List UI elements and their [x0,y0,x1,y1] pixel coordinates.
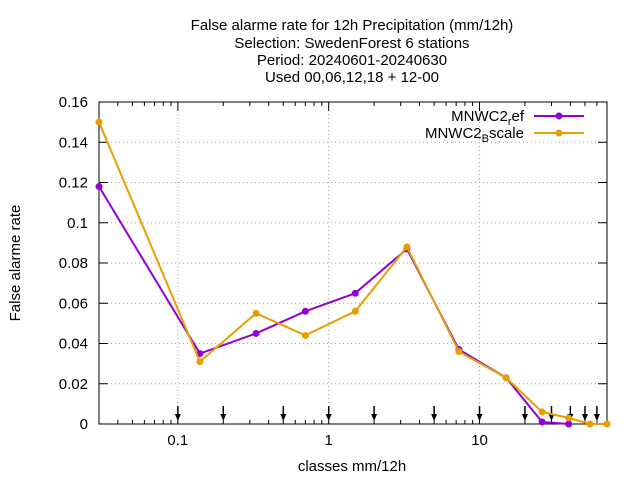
series-2-point [565,414,573,422]
series-2-point [455,348,463,356]
threshold-arrow-head [593,414,600,421]
series-1-point [565,420,573,428]
threshold-arrow-head [174,414,181,421]
threshold-arrow-head [581,414,588,421]
threshold-arrow-head [548,414,555,421]
title-line-1: False alarme rate for 12h Precipitation … [191,17,514,34]
y-tick-label: 0.02 [59,376,88,393]
grid-lines [99,102,607,424]
threshold-arrow-head [220,414,227,421]
y-tick-label: 0.12 [59,175,88,192]
y-tick-label: 0.1 [67,215,88,232]
threshold-arrow-head [431,414,438,421]
y-tick-label: 0.08 [59,255,88,272]
series-2-point [586,420,594,428]
series-2-point [351,307,359,315]
y-tick-label: 0.16 [59,94,88,111]
y-tick-label: 0.06 [59,295,88,312]
series-2-point [196,358,204,366]
threshold-arrow-head [521,414,528,421]
series-1-point [252,329,260,337]
series-2-point [538,408,546,416]
series-1-point [351,289,359,297]
x-axis-label: classes mm/12h [298,458,406,475]
tick-labels: 0 0.02 0.04 0.06 0.08 0.1 0.12 0.14 0.16 0.1 1 10 [59,94,488,449]
legend-label-2: MNWC2Bscale [425,125,524,145]
legend-marker-2 [555,129,563,137]
series-2-point [252,309,260,317]
y-axis-label: False alarme rate [7,205,24,322]
series-1-point [538,418,546,426]
series-2-point [301,331,309,339]
legend-label-1: MNWC2ref [451,108,525,128]
title-line-4: Used 00,06,12,18 + 12-00 [265,69,439,86]
series-2-point [502,374,510,382]
y-tick-label: 0 [80,416,88,433]
threshold-arrow-head [371,414,378,421]
threshold-arrow-head [325,414,332,421]
series-1-point [95,183,103,191]
x-tick-label: 1 [325,432,333,449]
series-1-line [98,186,569,425]
y-tick-label: 0.04 [59,336,88,353]
title-line-2: Selection: SwedenForest 6 stations [234,35,469,52]
chart-title: False alarme rate for 12h Precipitation … [191,17,514,86]
threshold-arrow-head [280,414,287,421]
x-tick-label: 10 [471,432,488,449]
y-tick-label: 0.14 [59,134,88,151]
series-1-point [301,307,309,315]
legend-marker-1 [555,112,563,120]
series-lines [95,118,611,428]
series-2-point [403,243,411,251]
series-2-point [603,420,611,428]
series-2-point [95,118,103,126]
x-tick-label: 0.1 [167,432,188,449]
series-2-line [98,121,607,425]
title-line-3: Period: 20240601-20240630 [257,52,447,69]
threshold-arrow-head [476,414,483,421]
